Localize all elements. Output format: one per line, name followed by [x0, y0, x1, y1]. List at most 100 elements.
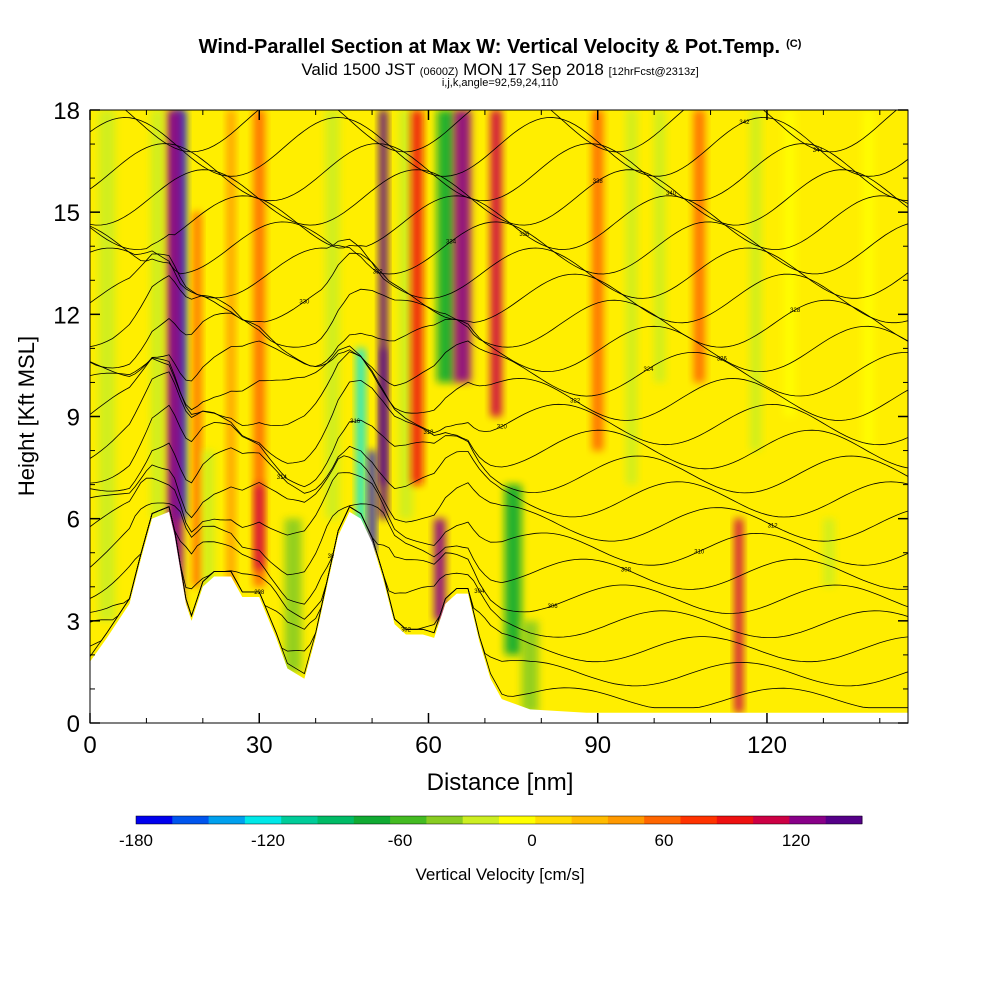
chart-title: Wind-Parallel Section at Max W: Vertical…	[0, 36, 1000, 59]
y-axis-title: Height [Kft MSL]	[14, 336, 39, 496]
colorbar-swatch	[535, 816, 573, 824]
velocity-cell	[398, 110, 413, 519]
colorbar-tick-label: -180	[119, 831, 153, 850]
theta-contour	[90, 506, 908, 638]
contour-label: 330	[299, 300, 310, 306]
contour-label: 322	[570, 399, 581, 405]
theta-contour	[90, 506, 908, 614]
x-tick-label: 0	[83, 732, 96, 759]
theta-contour	[90, 442, 908, 518]
theta-contour	[90, 502, 908, 590]
y-tick-label: 18	[53, 98, 80, 125]
x-tick-label: 30	[246, 732, 273, 759]
velocity-cell	[436, 110, 454, 383]
velocity-cell	[284, 518, 302, 672]
velocity-cell	[368, 450, 376, 553]
theta-contour	[90, 195, 908, 250]
colorbar-swatch	[172, 816, 210, 824]
x-axis-title: Distance [nm]	[427, 769, 574, 796]
theta-contours: 2983003023043063083103123143163183203223…	[90, 110, 908, 709]
section-params: i,j,k,angle=92,59,24,110	[441, 77, 559, 89]
colorbar-swatch	[789, 816, 827, 824]
x-tick-label: 60	[415, 732, 442, 759]
velocity-cell	[379, 110, 388, 519]
colorbar-swatch	[753, 816, 790, 824]
colorbar-swatch	[644, 816, 681, 824]
velocity-cell	[783, 110, 796, 417]
y-tick-label: 6	[67, 507, 80, 534]
colorbar-swatch	[825, 816, 863, 824]
velocity-cell	[202, 450, 215, 621]
velocity-cell	[226, 110, 236, 604]
forecast-info: [12hrFcst@2313z]	[608, 66, 699, 78]
contour-label: 338	[593, 179, 604, 185]
contour-label: 324	[643, 367, 654, 373]
y-tick-label: 12	[53, 302, 80, 329]
colorbar-swatch	[499, 816, 536, 824]
contour-label: 306	[548, 604, 559, 610]
colorbar: -180 -120 -60 0 60 120	[119, 815, 863, 850]
colorbar-frame	[135, 815, 863, 825]
colorbar-swatch	[571, 816, 609, 824]
velocity-cell	[521, 620, 539, 713]
title-text: Wind-Parallel Section at Max W: Vertical…	[198, 36, 781, 58]
theta-contour	[90, 345, 908, 421]
colorbar-tick-label: -120	[251, 831, 285, 850]
velocity-cell	[434, 518, 446, 621]
velocity-cell	[166, 110, 184, 621]
contour-label: 326	[717, 357, 728, 363]
contour-label: 312	[768, 523, 779, 529]
axis-labels: 0 30 60 90 120 0 3 6 9 12 15 18	[53, 98, 787, 759]
theta-contour	[90, 351, 908, 446]
contour-label: 304	[474, 589, 485, 595]
x-tick-label: 90	[584, 732, 611, 759]
theta-contour	[90, 117, 908, 177]
theta-contour	[90, 275, 908, 348]
y-tick-label: 0	[67, 711, 80, 738]
terrain	[90, 511, 908, 723]
theta-contour	[90, 312, 908, 373]
colorbar-swatch	[244, 816, 282, 824]
contour-label: 340	[666, 191, 677, 197]
velocity-cell	[380, 348, 387, 485]
contour-label: 302	[401, 627, 412, 633]
colorbar-swatch	[607, 816, 645, 824]
theta-contour	[90, 455, 908, 542]
contour-label: 308	[621, 567, 632, 573]
colorbar-tick-label: 0	[527, 831, 536, 850]
contour-label: 342	[739, 120, 750, 126]
velocity-cell	[750, 110, 762, 451]
colorbar-swatch	[353, 816, 391, 824]
theta-contour	[90, 252, 908, 324]
colorbar-swatch	[716, 816, 754, 824]
contour-label: 314	[277, 475, 288, 481]
colorbar-swatch	[462, 816, 500, 824]
contour-label: 320	[497, 425, 508, 431]
copyright-mark: (C)	[786, 38, 802, 50]
contour-label: 318	[423, 430, 434, 436]
terrain-mask	[90, 511, 908, 723]
contour-label: 310	[694, 549, 705, 555]
y-tick-label: 9	[67, 405, 80, 432]
colorbar-tick-label: -60	[388, 831, 413, 850]
theta-contour	[90, 404, 908, 494]
colorbar-swatch	[136, 816, 173, 824]
theta-contour	[90, 340, 908, 397]
contour-label: 334	[446, 239, 457, 245]
velocity-cell	[823, 518, 835, 587]
valid-time: Valid 1500 JST	[301, 60, 416, 79]
contour-label: 328	[790, 308, 801, 314]
velocity-cell	[504, 484, 522, 655]
colorbar-swatch	[426, 816, 464, 824]
theta-contour	[90, 221, 908, 275]
velocity-field	[98, 110, 875, 713]
axis-ticks	[89, 109, 908, 724]
colorbar-swatch	[390, 816, 427, 824]
contour-label: 344	[813, 148, 824, 154]
velocity-cell	[255, 484, 264, 570]
x-tick-label: 120	[747, 732, 787, 759]
contour-label: 300	[328, 554, 339, 560]
colorbar-tick-label: 120	[782, 831, 810, 850]
theta-contour	[90, 143, 908, 202]
y-tick-label: 15	[53, 200, 80, 227]
